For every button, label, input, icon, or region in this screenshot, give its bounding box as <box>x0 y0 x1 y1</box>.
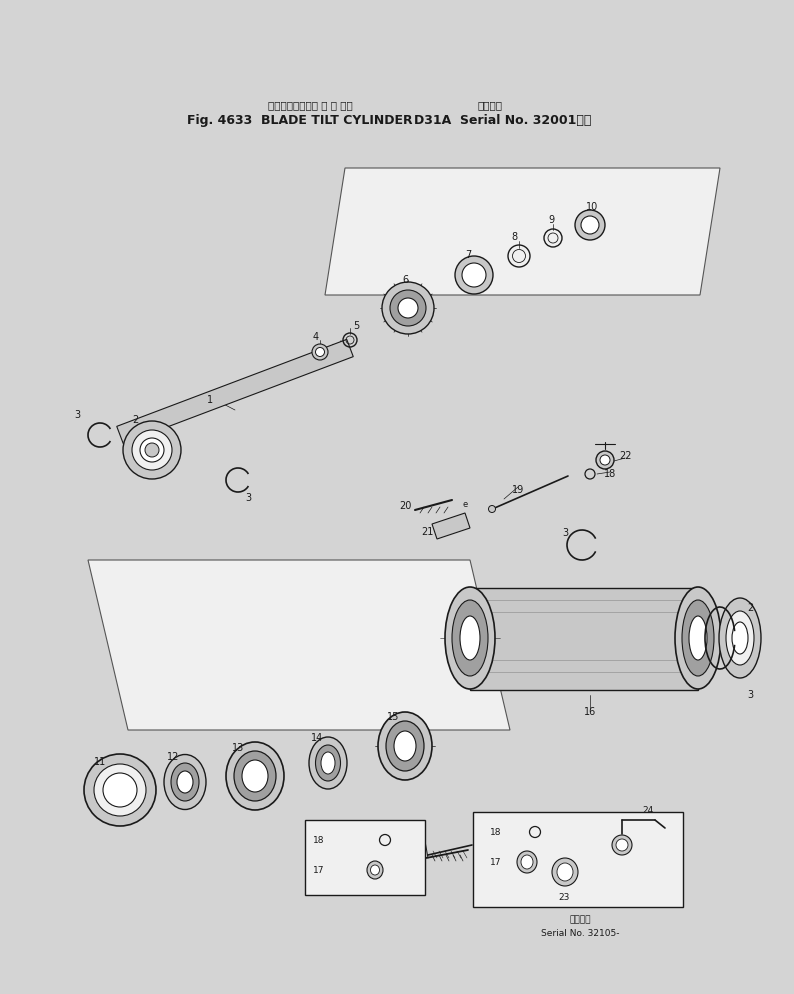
Ellipse shape <box>390 290 426 326</box>
Polygon shape <box>325 168 720 295</box>
Text: 9: 9 <box>548 215 554 225</box>
Text: 3: 3 <box>74 410 80 420</box>
Ellipse shape <box>367 861 383 879</box>
Ellipse shape <box>726 611 754 665</box>
Text: 1: 1 <box>207 395 213 405</box>
Ellipse shape <box>557 863 573 881</box>
Text: ブレードチルトシ リ ン ダ（: ブレードチルトシ リ ン ダ（ <box>268 100 353 110</box>
Ellipse shape <box>378 712 432 780</box>
Ellipse shape <box>123 421 181 479</box>
Ellipse shape <box>452 600 488 676</box>
Ellipse shape <box>312 344 328 360</box>
Text: 18: 18 <box>490 827 502 837</box>
Bar <box>305 820 425 895</box>
Text: 13: 13 <box>232 743 244 753</box>
Text: 3: 3 <box>245 493 251 503</box>
Ellipse shape <box>386 721 424 771</box>
Ellipse shape <box>164 754 206 809</box>
Text: 21: 21 <box>421 527 434 537</box>
Text: e: e <box>462 500 468 509</box>
Text: 通用号機: 通用号機 <box>569 915 591 924</box>
Text: 6: 6 <box>402 275 408 285</box>
Text: 14: 14 <box>311 733 323 743</box>
Text: 10: 10 <box>586 202 598 212</box>
Ellipse shape <box>315 348 325 357</box>
Text: 24: 24 <box>642 805 653 814</box>
Ellipse shape <box>398 298 418 318</box>
Ellipse shape <box>394 731 416 761</box>
Ellipse shape <box>84 754 156 826</box>
Ellipse shape <box>177 771 193 793</box>
Ellipse shape <box>455 256 493 294</box>
Polygon shape <box>117 339 353 443</box>
Text: 16: 16 <box>584 707 596 717</box>
Ellipse shape <box>94 764 146 816</box>
Ellipse shape <box>371 865 380 875</box>
Text: 17: 17 <box>490 858 502 867</box>
Ellipse shape <box>226 742 284 810</box>
Text: 17: 17 <box>313 866 325 875</box>
Ellipse shape <box>600 455 610 465</box>
Text: 23: 23 <box>558 893 569 902</box>
Ellipse shape <box>445 587 495 689</box>
Ellipse shape <box>234 751 276 801</box>
Text: 2: 2 <box>132 415 138 425</box>
Ellipse shape <box>132 430 172 470</box>
Text: 5: 5 <box>353 321 359 331</box>
Bar <box>473 812 683 907</box>
Polygon shape <box>470 588 698 690</box>
Ellipse shape <box>616 839 628 851</box>
Text: 18: 18 <box>604 469 616 479</box>
Text: 12: 12 <box>167 752 179 762</box>
Ellipse shape <box>460 616 480 660</box>
Ellipse shape <box>462 263 486 287</box>
Text: 20: 20 <box>399 501 411 511</box>
Text: Serial No. 32105-: Serial No. 32105- <box>541 928 619 937</box>
Text: 3: 3 <box>562 528 568 538</box>
Text: 11: 11 <box>94 757 106 767</box>
Ellipse shape <box>517 851 537 873</box>
Ellipse shape <box>309 737 347 789</box>
Ellipse shape <box>575 210 605 240</box>
Ellipse shape <box>612 835 632 855</box>
Ellipse shape <box>581 216 599 234</box>
Text: 15: 15 <box>387 712 399 722</box>
Text: 7: 7 <box>464 250 471 260</box>
Text: 4: 4 <box>313 332 319 342</box>
Ellipse shape <box>552 858 578 886</box>
Ellipse shape <box>103 773 137 807</box>
Ellipse shape <box>321 752 335 774</box>
Text: D31A  Serial No. 32001～）: D31A Serial No. 32001～） <box>414 113 592 126</box>
Ellipse shape <box>140 438 164 462</box>
Ellipse shape <box>315 745 341 781</box>
Ellipse shape <box>521 855 533 869</box>
Ellipse shape <box>382 282 434 334</box>
Ellipse shape <box>145 443 159 457</box>
Ellipse shape <box>719 598 761 678</box>
Text: 通用号機: 通用号機 <box>477 100 503 110</box>
Text: 19: 19 <box>512 485 524 495</box>
Ellipse shape <box>732 622 748 654</box>
Polygon shape <box>432 513 470 539</box>
Ellipse shape <box>242 760 268 792</box>
Ellipse shape <box>689 616 707 660</box>
Text: 18: 18 <box>313 836 325 845</box>
Polygon shape <box>88 560 510 730</box>
Text: 2: 2 <box>747 603 754 613</box>
Text: Fig. 4633  BLADE TILT CYLINDER: Fig. 4633 BLADE TILT CYLINDER <box>187 113 413 126</box>
Ellipse shape <box>488 506 495 513</box>
Text: 8: 8 <box>511 232 517 242</box>
Text: 22: 22 <box>619 451 631 461</box>
Ellipse shape <box>675 587 721 689</box>
Ellipse shape <box>682 600 714 676</box>
Ellipse shape <box>171 763 199 801</box>
Ellipse shape <box>596 451 614 469</box>
Text: 3: 3 <box>747 690 753 700</box>
